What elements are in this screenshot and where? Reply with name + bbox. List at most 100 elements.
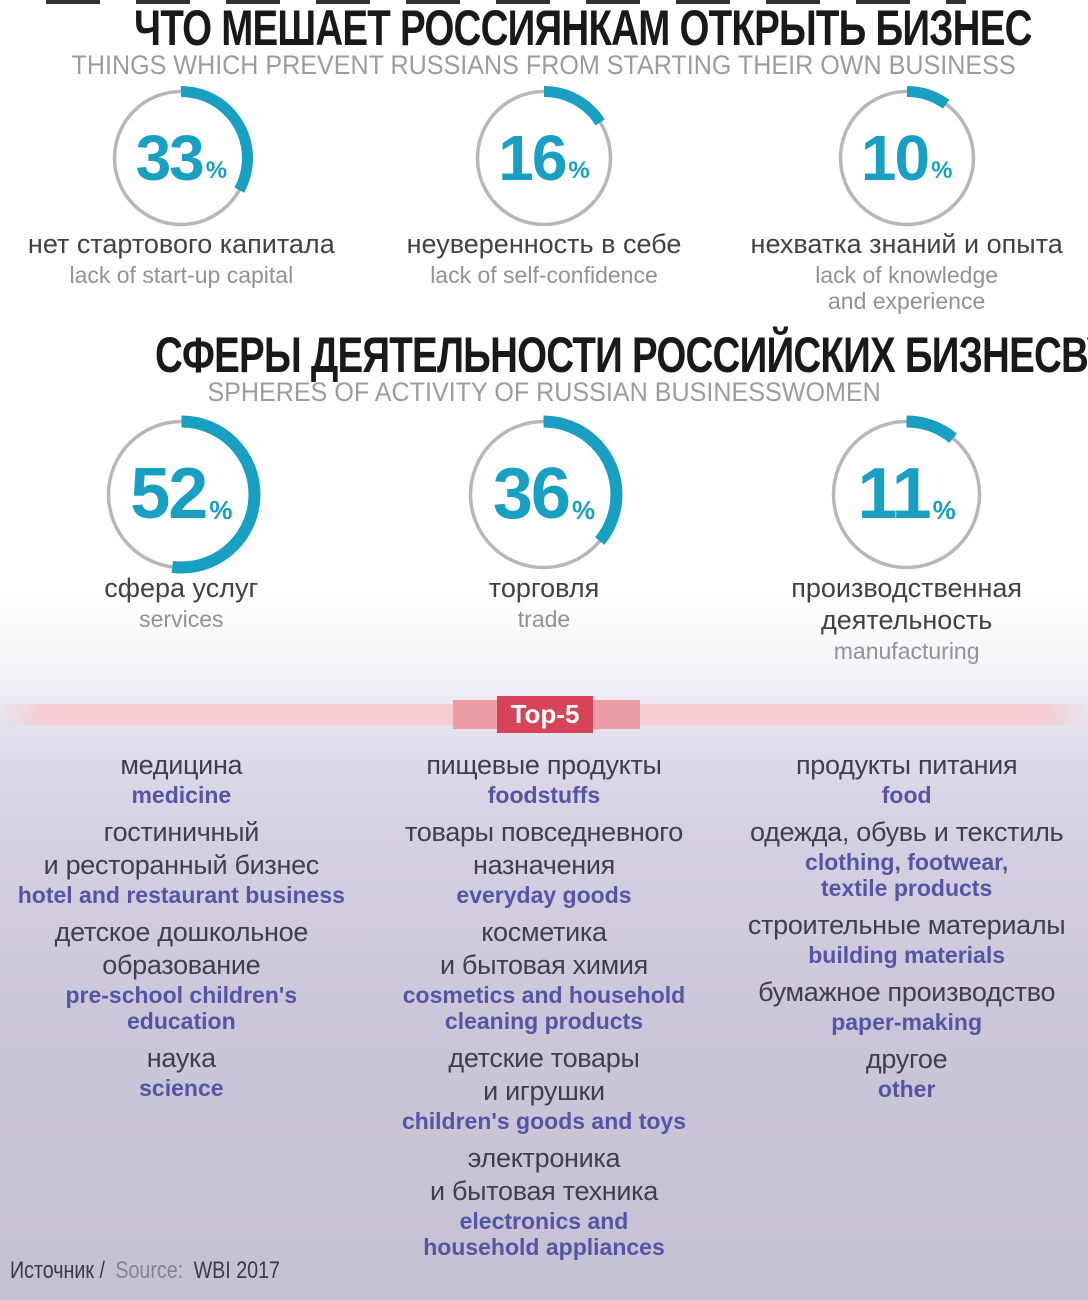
list-item-ru: другое: [865, 1044, 948, 1074]
list-item-en: clothing, footwear, textile products: [805, 849, 1009, 901]
list-item: косметика и бытовая химия cosmetics and …: [403, 916, 685, 1034]
list-item: продукты питания food: [796, 749, 1018, 808]
stat-card-self-confidence: 16% неуверенность в себе lack of self-co…: [363, 83, 726, 314]
donut-chart: 11%: [824, 412, 989, 577]
stat-value: 16: [498, 121, 567, 194]
donut-chart: 33%: [106, 83, 256, 233]
list-item-en: cosmetics and household cleaning product…: [402, 982, 686, 1034]
section2-subtitle-en: SPHERES OF ACTIVITY OF RUSSIAN BUSINESSW…: [207, 377, 881, 407]
section1-stats-row: 33% нет стартового капитала lack of star…: [0, 83, 1088, 314]
stat-label-ru: нет стартового капитала: [27, 229, 335, 259]
donut-svg: [102, 415, 261, 574]
stat-label-en: manufacturing: [833, 638, 980, 664]
stat-label-ru: торговля: [488, 573, 600, 603]
stat-value-group: 52%: [99, 412, 264, 577]
donut-svg: [464, 415, 623, 574]
stat-value: 52: [130, 453, 208, 534]
donut-progress-arc: [464, 415, 623, 574]
donut-chart: 10%: [832, 83, 982, 233]
list-item-ru: бумажное производство: [758, 977, 1056, 1007]
stat-card-services: 52% сфера услуг services: [0, 412, 363, 664]
list-item: электроника и бытовая техника electronic…: [423, 1142, 665, 1260]
stat-card-start-up-capital: 33% нет стартового капитала lack of star…: [0, 83, 363, 314]
section1-title-ru: ЧТО МЕШАЕТ РОССИЯНКАМ ОТКРЫТЬ БИЗНЕС: [134, 0, 1032, 56]
cropped-glyphs-artifact: [46, 0, 966, 4]
stat-label-en: services: [139, 606, 224, 632]
list-item: другое other: [865, 1043, 948, 1102]
list-item: товары повседневного назначения everyday…: [405, 816, 683, 908]
stat-value: 33: [135, 121, 205, 194]
list-item-ru: строительные материалы: [747, 910, 1066, 940]
donut-svg: [827, 415, 986, 574]
list-item-en: foodstuffs: [487, 782, 601, 808]
list-item: бумажное производство paper-making: [758, 976, 1055, 1035]
stat-value-group: 16%: [469, 83, 619, 233]
section1-subtitle-en: THINGS WHICH PREVENT RUSSIANS FROM START…: [71, 50, 1017, 80]
list-item-en: food: [881, 782, 932, 808]
stat-value: 36: [492, 453, 571, 534]
list-item-en: medicine: [131, 782, 232, 808]
list-item-ru: детские товары и игрушки: [448, 1043, 640, 1106]
stat-card-knowledge-experience: 10% нехватка знаний и опыта lack of know…: [725, 83, 1088, 314]
list-item-ru: гостиничный и ресторанный бизнес: [43, 817, 320, 880]
stat-card-trade: 36% торговля trade: [363, 412, 726, 664]
list-item: детские товары и игрушки children's good…: [402, 1042, 686, 1134]
section2-stats-row: 52% сфера услуг services 36% торговля tr…: [0, 412, 1088, 664]
list-item: гостиничный и ресторанный бизнес hotel a…: [18, 816, 345, 908]
stat-value-group: 11%: [824, 412, 989, 577]
donut-progress-arc: [102, 415, 261, 574]
source-note: Источник / Source: WBI 2017: [10, 1258, 280, 1284]
list-item: медицина medicine: [120, 749, 242, 808]
donut-chart: 52%: [99, 412, 264, 577]
top5-column-trade: пищевые продукты foodstuffs товары повсе…: [363, 749, 726, 1268]
stat-label-ru: неуверенность в себе: [406, 229, 682, 259]
donut-progress-arc: [471, 86, 616, 230]
stat-label-en: lack of start-up capital: [69, 262, 294, 288]
list-item-en: electronics and household appliances: [423, 1208, 665, 1260]
list-item: строительные материалы building material…: [748, 909, 1066, 968]
list-item-en: hotel and restaurant business: [17, 882, 345, 908]
stat-label-ru: сфера услуг: [104, 573, 259, 603]
stat-value: 10: [860, 121, 930, 194]
donut-svg: [834, 86, 979, 230]
list-item-en: science: [139, 1075, 224, 1101]
list-item-ru: медицина: [120, 750, 243, 780]
top5-lists: медицина medicine гостиничный и ресторан…: [0, 749, 1088, 1268]
source-label-ru: Источник /: [10, 1257, 105, 1284]
stat-value-group: 10%: [832, 83, 982, 233]
list-item-en: children's goods and toys: [401, 1108, 687, 1134]
donut-progress-arc: [834, 86, 979, 230]
stat-value-group: 33%: [106, 83, 256, 233]
top5-column-manufacturing: продукты питания food одежда, обувь и те…: [725, 749, 1088, 1268]
stat-value-group: 36%: [461, 412, 626, 577]
stat-unit: %: [571, 495, 596, 526]
stat-unit: %: [932, 495, 956, 526]
top5-badge-label: Top-5: [510, 699, 580, 729]
list-item-en: paper-making: [831, 1009, 983, 1035]
stat-unit: %: [568, 157, 590, 185]
list-item-ru: косметика и бытовая химия: [439, 917, 648, 980]
list-item-en: building materials: [808, 942, 1006, 968]
list-item-ru: товары повседневного назначения: [405, 817, 683, 880]
source-label-en: Source:: [115, 1257, 184, 1284]
list-item: детское дошкольное образование pre-schoo…: [54, 916, 309, 1034]
list-item: наука science: [139, 1042, 223, 1101]
stat-label-ru: производственная деятельность: [791, 573, 1022, 635]
stat-card-manufacturing: 11% производственная деятельность manufa…: [725, 412, 1088, 664]
list-item: одежда, обувь и текстиль clothing, footw…: [749, 816, 1064, 901]
stat-value: 11: [857, 453, 932, 534]
donut-chart: 36%: [461, 412, 626, 577]
donut-progress-arc: [109, 86, 254, 230]
stat-unit: %: [931, 157, 953, 185]
list-item-ru: наука: [146, 1043, 216, 1073]
section2-title-ru: СФЕРЫ ДЕЯТЕЛЬНОСТИ РОССИЙСКИХ БИЗНЕСВУМЕ…: [155, 327, 1088, 383]
top5-banner: Top-5: [0, 695, 1088, 735]
list-item-ru: одежда, обувь и текстиль: [749, 817, 1064, 847]
list-item-ru: детское дошкольное образование: [54, 917, 309, 980]
source-value: WBI 2017: [193, 1257, 280, 1284]
list-item: пищевые продукты foodstuffs: [426, 749, 662, 808]
stat-unit: %: [209, 495, 233, 526]
list-item-en: other: [877, 1076, 936, 1102]
list-item-ru: электроника и бытовая техника: [429, 1143, 658, 1206]
